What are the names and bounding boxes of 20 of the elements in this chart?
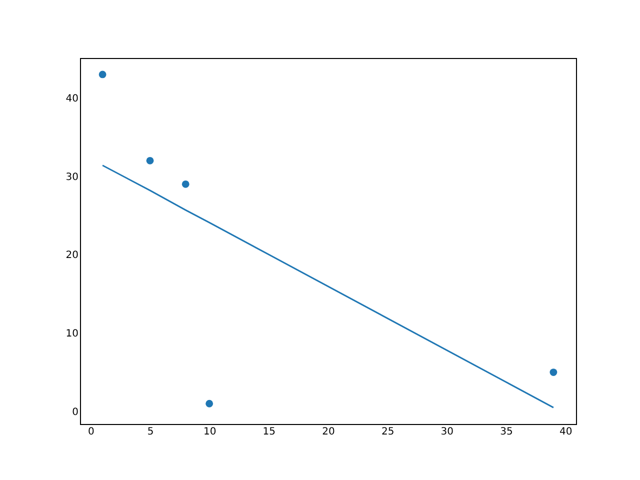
point <box>146 156 154 164</box>
x-tick-label: 30 <box>440 426 454 438</box>
x-tick-label: 5 <box>147 426 154 438</box>
x-tick-label: 25 <box>381 426 394 438</box>
x-tick-label: 10 <box>203 426 216 438</box>
x-tick-label: 15 <box>262 426 276 438</box>
y-tick-label: 10 <box>66 328 78 340</box>
y-tick-label: 30 <box>66 172 78 183</box>
y-tick-label: 0 <box>72 406 78 418</box>
point <box>98 70 106 78</box>
point <box>206 400 214 408</box>
point <box>182 180 190 188</box>
x-tick-label: 35 <box>500 426 513 438</box>
x-tick-label: 20 <box>322 426 335 438</box>
point <box>550 368 558 376</box>
y-tick-label: 40 <box>66 93 78 104</box>
line-series <box>102 164 554 408</box>
x-tick-label: 0 <box>88 426 94 438</box>
y-tick-label: 20 <box>66 250 78 262</box>
x-tick-label: 40 <box>559 426 572 438</box>
